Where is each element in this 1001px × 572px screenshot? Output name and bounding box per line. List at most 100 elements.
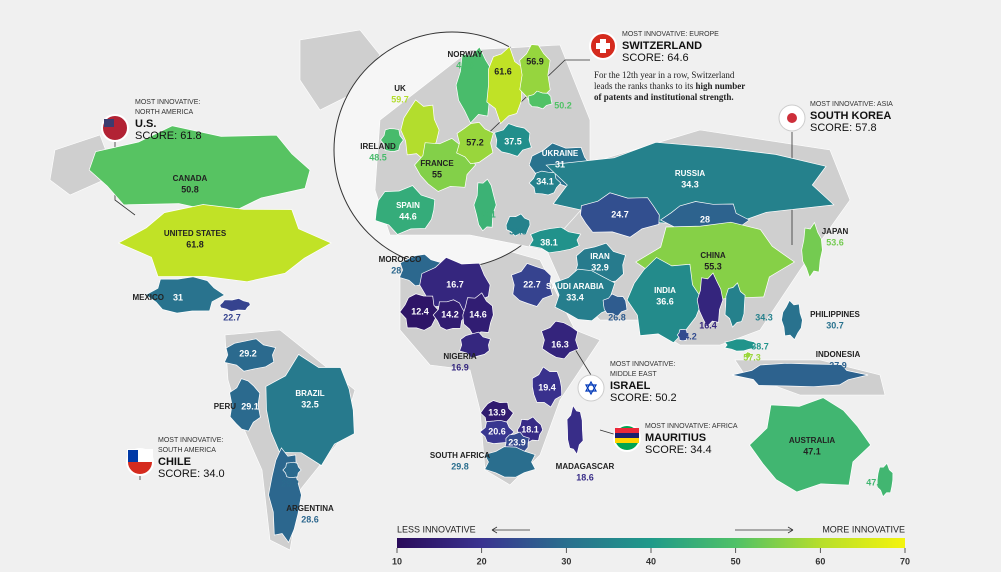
country-name: IRAN [590, 252, 610, 261]
regions [88, 44, 894, 544]
country-name: INDIA [654, 286, 676, 295]
country-name: UK [394, 84, 406, 93]
flag-canton [128, 450, 138, 462]
callout-region: SOUTH AMERICA [158, 447, 216, 454]
colorbar-tick-label: 30 [561, 556, 571, 566]
country-score: 14.6 [469, 309, 487, 319]
country-name: ARGENTINA [286, 504, 334, 513]
country-score: 55.3 [704, 261, 722, 271]
legend-high-label: MORE INNOVATIVE [822, 524, 905, 534]
country-shape [749, 397, 872, 493]
country-shape [527, 90, 553, 110]
country-score: 38.1 [540, 237, 558, 247]
country-score: 32.5 [301, 399, 319, 409]
country-shape [602, 293, 628, 317]
country-shape [117, 204, 332, 283]
country-score: 23.9 [508, 437, 526, 447]
country-score: 16.7 [446, 279, 464, 289]
country-shape [528, 226, 582, 254]
country-score: 53.6 [826, 237, 844, 247]
description-bold: of patents and institutional strength. [594, 92, 734, 102]
country-name: UKRAINE [542, 149, 579, 158]
country-score: 33.4 [566, 292, 584, 302]
country-score: 26.8 [608, 312, 626, 322]
country-shape [541, 320, 579, 360]
country-shape [505, 213, 531, 237]
country-shape [223, 338, 277, 372]
colorbar-tick-label: 60 [815, 556, 825, 566]
country-shape [676, 328, 690, 342]
country-score: 20.6 [488, 426, 506, 436]
callout-region: NORTH AMERICA [135, 109, 194, 116]
country-score: 16.4 [699, 320, 717, 330]
country-shape [566, 404, 584, 456]
callout-region: MOST INNOVATIVE: ASIA [810, 101, 893, 108]
score-value: 34.0 [203, 468, 224, 480]
flag-israel [577, 374, 605, 402]
country-score: 61.8 [186, 239, 204, 249]
country-shape [219, 298, 251, 312]
country-score: 30.7 [826, 320, 844, 330]
country-shape [876, 462, 894, 498]
country-name: NIGERIA [443, 352, 477, 361]
callout-country: CHILE [158, 456, 191, 468]
score-label: SCORE: [810, 122, 852, 134]
country-shape [479, 419, 515, 444]
country-name: AUSTRALIA [789, 436, 835, 445]
country-name: SPAIN [396, 201, 420, 210]
country-score: 28.8 [391, 265, 409, 275]
flag-star [584, 380, 598, 396]
country-score: 14.2 [441, 309, 459, 319]
country-shape [724, 282, 746, 328]
country-score: 31 [173, 292, 183, 302]
country-shape [432, 299, 468, 331]
leader-line [454, 59, 590, 166]
colorbar-tick-label: 20 [477, 556, 487, 566]
country-shape [462, 292, 494, 338]
callout-region: MIDDLE EAST [610, 371, 657, 378]
callout-description: leads the ranks thanks to its high numbe… [594, 81, 745, 91]
country-score: 47.2 [866, 477, 884, 487]
country-score: 56.9 [526, 56, 544, 66]
callout-region: MOST INNOVATIVE: AFRICA [645, 423, 738, 430]
country-shape [399, 293, 441, 331]
country-score: 29.2 [281, 478, 299, 488]
callout-score: SCORE: 34.0 [158, 468, 225, 480]
country-score: 13.9 [488, 407, 506, 417]
country-score: 12.4 [411, 306, 429, 316]
country-shape [696, 272, 724, 328]
country-name: CHINA [700, 251, 726, 260]
score-label: SCORE: [645, 444, 687, 456]
country-shape [456, 122, 494, 165]
description-text: leads the ranks thanks to its [594, 81, 695, 91]
country-shape [282, 461, 302, 479]
callout-country: MAURITIUS [645, 432, 706, 444]
country-shape [380, 128, 404, 152]
country-shape [531, 366, 563, 408]
country-shape [801, 221, 823, 279]
country-score: 29.1 [241, 401, 259, 411]
country-score: 57.2 [466, 137, 484, 147]
country-shape [229, 378, 261, 432]
country-name: PHILIPPINES [810, 310, 860, 319]
country-shape [455, 46, 495, 124]
country-score: 18.6 [576, 472, 594, 482]
callout-country: SWITZERLAND [622, 40, 702, 52]
description-text: For the 12th year in a row, Switzerland [594, 70, 735, 80]
country-score: 24.7 [611, 209, 629, 219]
score-value: 34.4 [690, 444, 711, 456]
country-name: SAUDI ARABIA [546, 282, 604, 291]
callout-country: SOUTH KOREA [810, 110, 891, 122]
country-score: 22.7 [523, 279, 541, 289]
country-name: RUSSIA [675, 169, 705, 178]
callout-region: MOST INNOVATIVE: [135, 99, 200, 106]
country-name: INDONESIA [816, 350, 861, 359]
callout-region: MOST INNOVATIVE: EUROPE [622, 31, 719, 38]
country-score: 29.2 [239, 348, 257, 358]
country-shape [145, 276, 226, 314]
colorbar-tick-label: 70 [900, 556, 910, 566]
country-score: 28 [700, 214, 710, 224]
callout-country: U.S. [135, 118, 156, 130]
country-shape [483, 446, 536, 478]
